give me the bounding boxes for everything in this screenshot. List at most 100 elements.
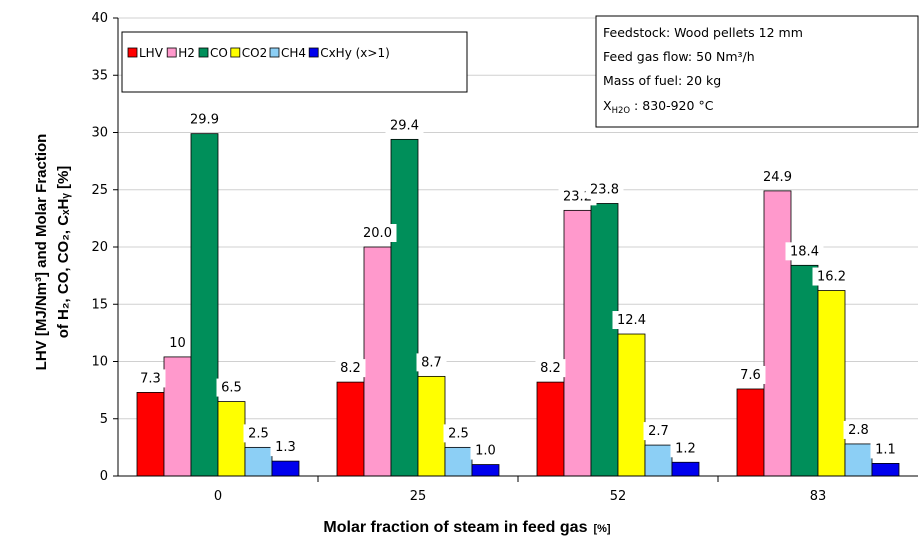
data-label: 2.5 bbox=[448, 426, 469, 441]
bar bbox=[844, 443, 873, 477]
annotation-temp-value: : 830-920 °C bbox=[630, 98, 714, 113]
legend-label: CO2 bbox=[242, 46, 267, 60]
data-label-bg bbox=[535, 359, 566, 378]
data-label: 29.9 bbox=[190, 113, 219, 128]
data-label-bg bbox=[785, 242, 824, 261]
bars bbox=[136, 133, 900, 477]
annotation-fuel-mass: Mass of fuel: 20 kg bbox=[603, 73, 721, 88]
legend-swatch bbox=[166, 47, 177, 58]
data-label-bg bbox=[416, 353, 447, 372]
bar bbox=[563, 209, 592, 477]
data-label: 1.2 bbox=[675, 441, 696, 456]
y-tick-label: 10 bbox=[91, 355, 108, 370]
data-labels: 7.3 10 29.9 6.5 2.5 1.3 8.2 20.0 29.4 8.7 2.5 1.0 8.… bbox=[135, 110, 901, 460]
bar bbox=[644, 444, 673, 477]
bar bbox=[590, 203, 619, 477]
data-label: 10 bbox=[169, 336, 186, 351]
data-label: 12.4 bbox=[617, 313, 646, 328]
y-tick-label: 30 bbox=[91, 126, 108, 141]
bar bbox=[444, 446, 473, 477]
legend-label: H2 bbox=[178, 46, 195, 60]
legend-swatch bbox=[308, 47, 319, 58]
annotation-frame bbox=[595, 15, 919, 128]
bar bbox=[217, 401, 246, 477]
bar bbox=[336, 381, 365, 477]
bar bbox=[163, 356, 192, 477]
annotation-temperature: XH2O : 830-920 °C bbox=[603, 98, 714, 116]
annotation-feedstock: Feedstock: Wood pellets 12 mm bbox=[603, 25, 803, 40]
data-label-bg bbox=[735, 365, 766, 384]
data-label-bg bbox=[216, 378, 247, 397]
legend-swatch bbox=[198, 47, 209, 58]
data-label-bg bbox=[812, 267, 851, 286]
annotation-temp-symbol: X bbox=[603, 98, 612, 113]
y-tick-label: 5 bbox=[100, 412, 108, 427]
legend-label: CxHy (x>1) bbox=[320, 46, 390, 60]
data-label-bg bbox=[643, 422, 674, 441]
x-tick-label: 83 bbox=[810, 489, 827, 504]
bar bbox=[736, 388, 765, 477]
bar bbox=[271, 460, 300, 477]
bar bbox=[390, 138, 419, 477]
data-label-bg bbox=[843, 420, 874, 439]
legend-label: LHV bbox=[139, 46, 164, 60]
x-axis-title-main: Molar fraction of steam in feed gas bbox=[323, 519, 587, 536]
data-label: 2.7 bbox=[648, 424, 669, 439]
data-label: 1.3 bbox=[275, 440, 296, 455]
bar bbox=[536, 381, 565, 477]
data-label-bg bbox=[670, 439, 701, 458]
data-label-bg bbox=[335, 359, 366, 378]
x-tick-label: 52 bbox=[610, 489, 627, 504]
y-tick-label: 25 bbox=[91, 183, 108, 198]
data-label: 18.4 bbox=[790, 244, 819, 259]
legend-box bbox=[121, 31, 468, 93]
data-label: 1.0 bbox=[475, 444, 496, 459]
bar bbox=[817, 290, 846, 477]
data-label-bg bbox=[385, 116, 424, 135]
data-label: 6.5 bbox=[221, 381, 242, 396]
data-label: 16.2 bbox=[817, 270, 846, 285]
y-tick-label: 20 bbox=[91, 240, 108, 255]
bar bbox=[617, 333, 646, 477]
data-label: 7.3 bbox=[140, 371, 161, 386]
data-label: 8.7 bbox=[421, 355, 442, 370]
data-label: 8.2 bbox=[340, 361, 361, 376]
data-label: 1.1 bbox=[875, 442, 896, 457]
x-tick-label: 0 bbox=[214, 489, 222, 504]
y-tick-label: 15 bbox=[91, 297, 108, 312]
y-axis-title-line2: of H₂, CO, CO₂, CₓHᵧ [%] bbox=[55, 166, 72, 339]
x-tick-label: 25 bbox=[410, 489, 427, 504]
data-label-bg bbox=[585, 180, 624, 199]
data-label: 2.5 bbox=[248, 426, 269, 441]
y-tick-label: 0 bbox=[100, 469, 108, 484]
data-label-bg bbox=[243, 424, 274, 443]
annotation-temp-subscript: H2O bbox=[612, 106, 631, 116]
y-axis-title-line1: LHV [MJ/Nm³] and Molar Fraction bbox=[33, 134, 50, 371]
data-label-bg bbox=[470, 441, 501, 460]
legend-swatch bbox=[269, 47, 280, 58]
annotation-gas-flow: Feed gas flow: 50 Nm³/h bbox=[603, 49, 755, 64]
legend-swatch bbox=[127, 47, 138, 58]
data-label-bg bbox=[135, 369, 166, 388]
data-label-bg bbox=[612, 311, 651, 330]
bar bbox=[363, 246, 392, 477]
data-label: 24.9 bbox=[763, 170, 792, 185]
x-axis-title-unit: [%] bbox=[593, 523, 610, 535]
bar bbox=[871, 463, 900, 477]
data-label-bg bbox=[758, 167, 797, 186]
legend-label: CH4 bbox=[281, 46, 306, 60]
legend-swatch bbox=[230, 47, 241, 58]
bar bbox=[471, 464, 500, 477]
data-label-bg bbox=[358, 224, 397, 242]
tick-labels: 0 5 10 15 20 25 30 35 40 0 25 52 83 bbox=[91, 11, 826, 504]
data-label: 29.4 bbox=[390, 118, 419, 133]
legend: LHV H2 CO CO2 CH4 CxHy (x>1) bbox=[121, 31, 468, 93]
data-label: 8.2 bbox=[540, 361, 561, 376]
axes bbox=[113, 17, 918, 482]
data-label: 20.0 bbox=[363, 226, 392, 241]
y-axis-title: LHV [MJ/Nm³] and Molar Fraction of H₂, C… bbox=[33, 134, 72, 371]
bar bbox=[671, 461, 700, 477]
bar bbox=[136, 392, 165, 477]
y-tick-label: 40 bbox=[91, 11, 108, 26]
data-label: 2.8 bbox=[848, 423, 869, 438]
